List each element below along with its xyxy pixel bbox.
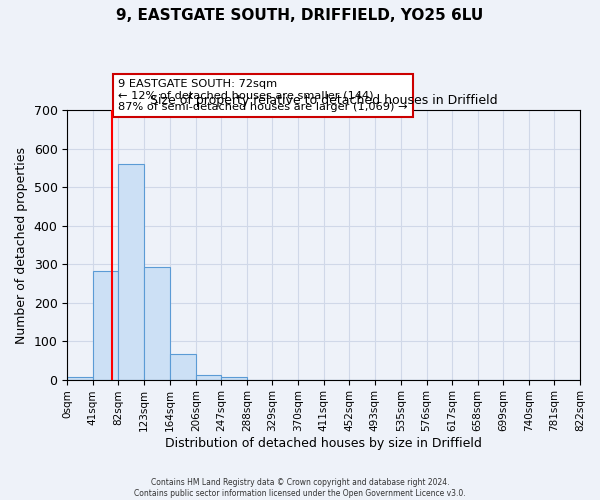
Bar (67, 377, 93, 380)
Bar (221, 376, 247, 380)
Y-axis label: Number of detached properties: Number of detached properties (15, 146, 28, 344)
Bar (118, 164, 144, 380)
X-axis label: Distribution of detached houses by size in Driffield: Distribution of detached houses by size … (165, 437, 482, 450)
Text: 9, EASTGATE SOUTH, DRIFFIELD, YO25 6LU: 9, EASTGATE SOUTH, DRIFFIELD, YO25 6LU (116, 8, 484, 22)
Title: Size of property relative to detached houses in Driffield: Size of property relative to detached ho… (150, 94, 497, 106)
Bar (170, 354, 196, 380)
Bar (93, 271, 118, 380)
Bar (144, 268, 170, 380)
Bar (196, 375, 221, 380)
Text: 9 EASTGATE SOUTH: 72sqm
← 12% of detached houses are smaller (144)
87% of semi-d: 9 EASTGATE SOUTH: 72sqm ← 12% of detache… (118, 79, 408, 112)
Text: Contains HM Land Registry data © Crown copyright and database right 2024.
Contai: Contains HM Land Registry data © Crown c… (134, 478, 466, 498)
